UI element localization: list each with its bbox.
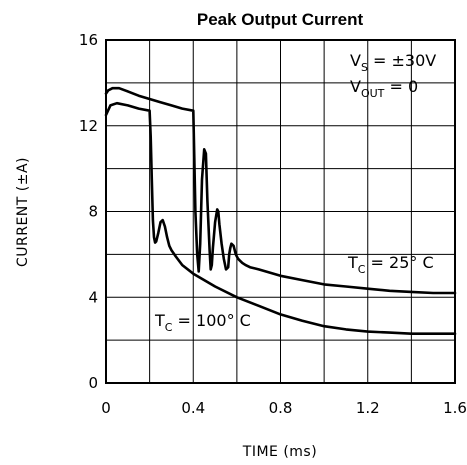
x-tick-label: 0.4 <box>181 399 205 417</box>
x-axis-label: TIME (ms) <box>242 444 317 460</box>
annotation-tc-100: TC = 100° C <box>154 311 251 334</box>
annotation-tc-25: TC = 25° C <box>347 253 434 276</box>
annotation-vout: VOUT = 0 <box>350 77 418 100</box>
x-tick-label: 0.8 <box>269 399 293 417</box>
x-tick-label: 1.6 <box>443 399 467 417</box>
y-axis-label: CURRENT (±A) <box>15 157 31 267</box>
y-tick-label: 12 <box>79 117 98 135</box>
annotation-vs: VS = ±30V <box>350 51 436 74</box>
chart-title: Peak Output Current <box>197 10 364 29</box>
y-tick-label: 16 <box>79 31 98 49</box>
x-tick-label: 0 <box>101 399 111 417</box>
x-tick-labels: 0 0.4 0.8 1.2 1.6 <box>101 399 467 417</box>
y-tick-labels: 0 4 8 12 16 <box>79 31 98 392</box>
y-tick-label: 8 <box>88 203 98 221</box>
y-tick-label: 0 <box>88 374 98 392</box>
y-tick-label: 4 <box>88 288 98 306</box>
x-tick-label: 1.2 <box>356 399 380 417</box>
